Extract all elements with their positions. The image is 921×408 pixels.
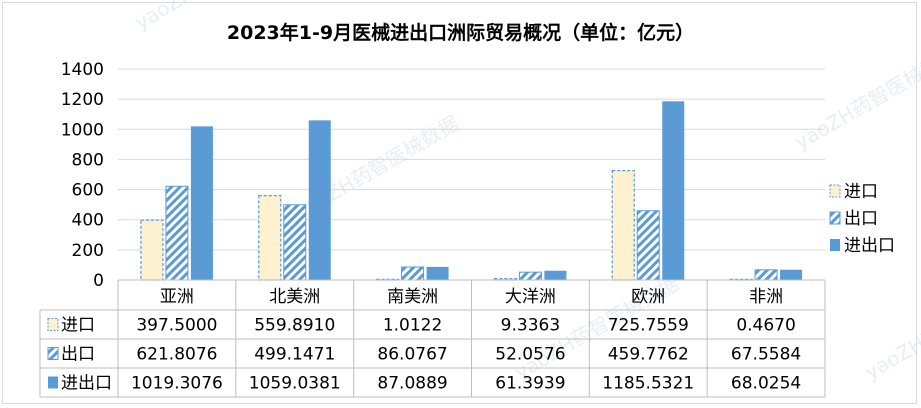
y-tick-label: 400 <box>72 211 104 231</box>
data-label: 0.4670 <box>736 316 795 336</box>
table-series-label: 进出口 <box>61 374 112 394</box>
data-label: 1019.3076 <box>131 374 223 394</box>
bar-出口-大洋洲 <box>518 271 542 281</box>
legend-key-出口 <box>829 211 841 225</box>
data-label: 397.5000 <box>136 316 217 336</box>
table-series-label: 出口 <box>61 345 95 365</box>
data-label: 621.8076 <box>136 345 217 365</box>
y-tick-label: 600 <box>72 181 104 201</box>
data-label: 1059.0381 <box>249 374 341 394</box>
y-tick-label: 800 <box>72 150 104 170</box>
data-label: 61.3939 <box>495 374 565 394</box>
legend-key-进口 <box>829 184 841 198</box>
table-legend-key-出口 <box>47 347 59 360</box>
bar-出口-亚洲 <box>165 185 189 281</box>
data-label: 86.0767 <box>377 345 447 365</box>
watermark-text: yaoZH药智医械数据 <box>791 41 921 154</box>
y-tick-label: 1400 <box>61 60 104 80</box>
watermark-text: yaoZH药智医械数据 <box>131 0 303 34</box>
x-tick-label: 南美洲 <box>387 287 438 307</box>
data-label: 559.8910 <box>254 316 335 336</box>
bar-进出口-欧洲 <box>662 101 685 280</box>
data-label: 87.0889 <box>377 374 447 394</box>
data-label: 499.1471 <box>254 345 335 365</box>
bar-进口-北美洲 <box>258 195 282 281</box>
table-series-label: 进口 <box>61 316 95 336</box>
bar-出口-南美洲 <box>401 266 425 281</box>
bar-出口-北美洲 <box>283 204 307 281</box>
x-tick-label: 欧洲 <box>631 287 665 307</box>
data-label: 1.0122 <box>383 316 442 336</box>
watermark-text: yaoZH药智医械数据 <box>861 271 921 384</box>
table-legend-key-进出口 <box>48 376 58 389</box>
data-label: 459.7762 <box>608 345 689 365</box>
bar-出口-非洲 <box>754 269 778 281</box>
bar-进出口-南美洲 <box>426 266 449 280</box>
data-label: 9.3363 <box>501 316 560 336</box>
bar-进口-亚洲 <box>140 219 164 281</box>
data-label: 1185.5321 <box>602 374 694 394</box>
legend-label: 进出口 <box>844 236 895 256</box>
chart-title: 2023年1-9月医械进出口洲际贸易概况（单位：亿元） <box>226 22 695 44</box>
y-tick-label: 200 <box>72 241 104 261</box>
legend-label: 出口 <box>844 209 878 229</box>
x-tick-label: 大洋洲 <box>505 287 556 307</box>
x-tick-label: 亚洲 <box>160 287 194 307</box>
bar-出口-欧洲 <box>636 210 660 281</box>
data-label: 67.5584 <box>731 345 801 365</box>
bar-进口-欧洲 <box>611 170 635 281</box>
bar-进出口-大洋洲 <box>544 270 567 280</box>
y-tick-label: 1200 <box>61 90 104 110</box>
bar-进出口-亚洲 <box>190 126 213 280</box>
legend-key-进出口 <box>830 239 840 251</box>
x-tick-label: 非洲 <box>749 287 783 307</box>
table-legend-key-进口 <box>47 318 59 331</box>
data-label: 68.0254 <box>731 374 801 394</box>
y-tick-label: 0 <box>93 271 104 291</box>
data-label: 52.0576 <box>495 345 565 365</box>
bar-进出口-北美洲 <box>308 120 331 280</box>
y-tick-label: 1000 <box>61 120 104 140</box>
bar-进口-大洋洲 <box>493 277 518 281</box>
legend-label: 进口 <box>844 182 878 202</box>
bar-进出口-非洲 <box>780 269 803 280</box>
x-tick-label: 北美洲 <box>269 287 320 307</box>
data-label: 725.7559 <box>608 316 689 336</box>
